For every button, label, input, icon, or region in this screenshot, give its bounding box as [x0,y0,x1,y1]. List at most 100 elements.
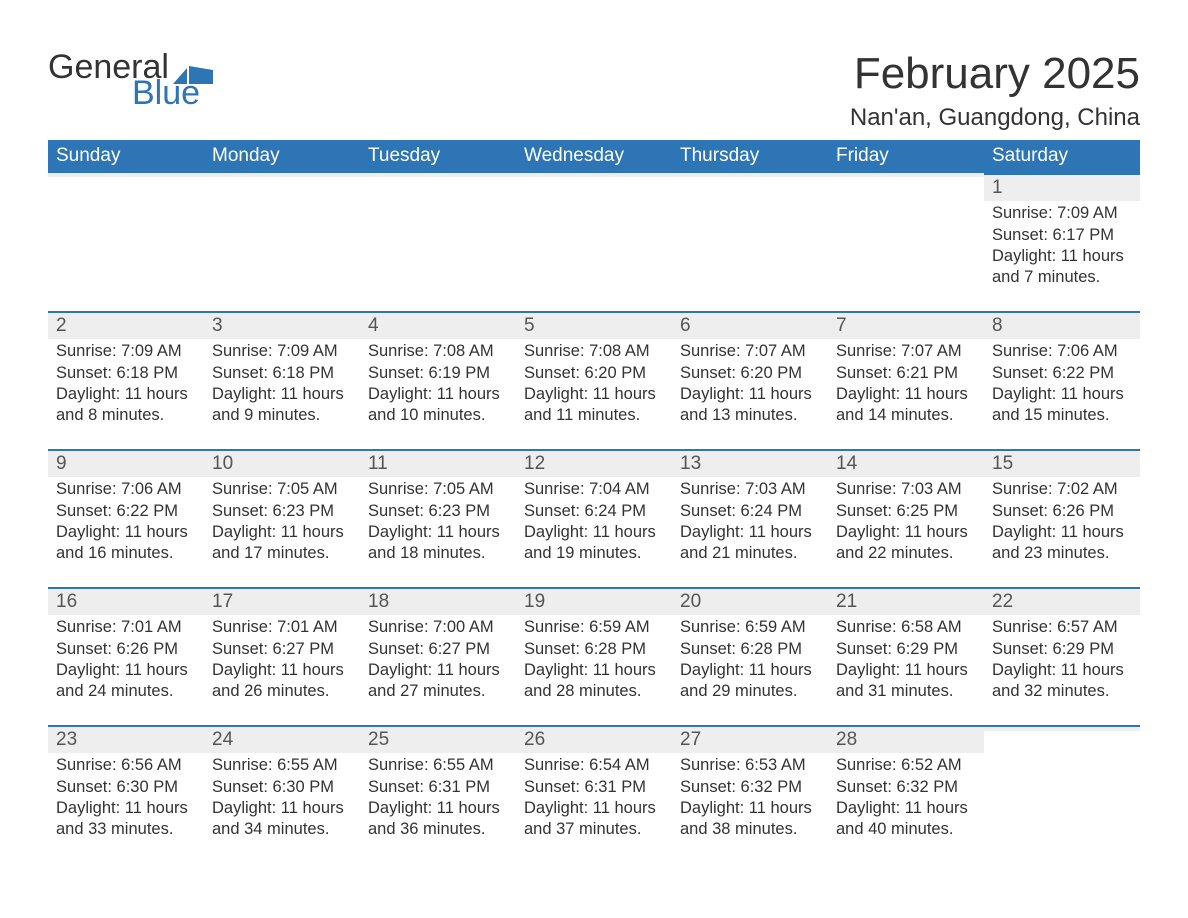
daylight-text: Daylight: 11 hours and 10 minutes. [368,384,508,426]
sunset-text: Sunset: 6:23 PM [212,501,352,522]
weekday-header: Thursday [672,140,828,173]
calendar-weeks: 1Sunrise: 7:09 AMSunset: 6:17 PMDaylight… [48,173,1140,847]
empty-day-cell [360,173,516,295]
daylight-text: Daylight: 11 hours and 26 minutes. [212,660,352,702]
sunset-text: Sunset: 6:27 PM [368,639,508,660]
day-number: 12 [524,453,545,474]
day-cell: 13Sunrise: 7:03 AMSunset: 6:24 PMDayligh… [672,449,828,571]
calendar-week-row: 1Sunrise: 7:09 AMSunset: 6:17 PMDaylight… [48,173,1140,295]
daylight-text: Daylight: 11 hours and 37 minutes. [524,798,664,840]
sunset-text: Sunset: 6:29 PM [992,639,1132,660]
calendar-week-row: 2 Sunrise: 7:09 AMSunset: 6:18 PMDaylight… [48,311,1140,433]
sunrise-text: Sunrise: 7:04 AM [524,479,664,500]
daylight-text: Daylight: 11 hours and 18 minutes. [368,522,508,564]
day-number: 24 [212,729,233,750]
daylight-text: Daylight: 11 hours and 33 minutes. [56,798,196,840]
day-number-row [516,173,672,177]
day-number: 2 [56,315,67,336]
day-number-row: 16 [48,587,204,615]
sunrise-text: Sunrise: 7:09 AM [56,341,196,362]
day-number-row: 25 [360,725,516,753]
day-number-row: 7 [828,311,984,339]
day-cell: 22 Sunrise: 6:57 AMSunset: 6:29 PMDayligh… [984,587,1140,709]
sunset-text: Sunset: 6:21 PM [836,363,976,384]
day-cell: 12 Sunrise: 7:04 AMSunset: 6:24 PMDayligh… [516,449,672,571]
daylight-text: Daylight: 11 hours and 38 minutes. [680,798,820,840]
generalblue-logo: General Blue [48,50,213,110]
weekday-header: Friday [828,140,984,173]
daylight-text: Daylight: 11 hours and 27 minutes. [368,660,508,702]
day-number: 10 [212,453,233,474]
sunset-text: Sunset: 6:29 PM [836,639,976,660]
day-details: Sunrise: 6:55 AMSunset: 6:30 PMDaylight:… [212,755,352,839]
empty-day-cell [828,173,984,295]
sunset-text: Sunset: 6:23 PM [368,501,508,522]
day-details: Sunrise: 7:00 AMSunset: 6:27 PMDaylight:… [368,617,508,701]
day-number-row: 18 [360,587,516,615]
daylight-text: Daylight: 11 hours and 15 minutes. [992,384,1132,426]
day-number-row: 4 [360,311,516,339]
sunrise-text: Sunrise: 6:55 AM [212,755,352,776]
day-number-row: 5 [516,311,672,339]
day-cell: 14Sunrise: 7:03 AMSunset: 6:25 PMDayligh… [828,449,984,571]
sunrise-text: Sunrise: 7:08 AM [368,341,508,362]
sunset-text: Sunset: 6:27 PM [212,639,352,660]
day-cell: 9Sunrise: 7:06 AMSunset: 6:22 PMDaylight… [48,449,204,571]
day-details: Sunrise: 7:05 AMSunset: 6:23 PMDaylight:… [368,479,508,563]
day-details: Sunrise: 6:56 AMSunset: 6:30 PMDaylight:… [56,755,196,839]
page-header: General Blue February 2025 Nan'an, Guang… [48,50,1140,132]
day-details: Sunrise: 7:04 AMSunset: 6:24 PMDaylight:… [524,479,664,563]
daylight-text: Daylight: 11 hours and 14 minutes. [836,384,976,426]
weekday-header: Monday [204,140,360,173]
sunset-text: Sunset: 6:26 PM [56,639,196,660]
day-cell: 28Sunrise: 6:52 AMSunset: 6:32 PMDayligh… [828,725,984,847]
day-cell: 23Sunrise: 6:56 AMSunset: 6:30 PMDayligh… [48,725,204,847]
day-cell: 6Sunrise: 7:07 AMSunset: 6:20 PMDaylight… [672,311,828,433]
day-number: 15 [992,453,1013,474]
title-block: February 2025 Nan'an, Guangdong, China [850,50,1140,132]
day-details: Sunrise: 7:01 AMSunset: 6:26 PMDaylight:… [56,617,196,701]
day-number: 25 [368,729,389,750]
sunset-text: Sunset: 6:31 PM [368,777,508,798]
empty-day-cell [672,173,828,295]
day-details: Sunrise: 7:06 AMSunset: 6:22 PMDaylight:… [992,341,1132,425]
sunrise-text: Sunrise: 6:55 AM [368,755,508,776]
calendar-grid: SundayMondayTuesdayWednesdayThursdayFrid… [48,140,1140,847]
day-cell: 4Sunrise: 7:08 AMSunset: 6:19 PMDaylight… [360,311,516,433]
daylight-text: Daylight: 11 hours and 13 minutes. [680,384,820,426]
day-number-row: 19 [516,587,672,615]
day-number-row: 26 [516,725,672,753]
sunrise-text: Sunrise: 7:05 AM [368,479,508,500]
sunset-text: Sunset: 6:30 PM [212,777,352,798]
day-number: 11 [368,453,388,474]
day-details: Sunrise: 6:59 AMSunset: 6:28 PMDaylight:… [524,617,664,701]
sunset-text: Sunset: 6:22 PM [992,363,1132,384]
day-number: 1 [992,177,1003,198]
daylight-text: Daylight: 11 hours and 7 minutes. [992,246,1132,288]
sunset-text: Sunset: 6:32 PM [680,777,820,798]
day-cell: 20 Sunrise: 6:59 AMSunset: 6:28 PMDayligh… [672,587,828,709]
day-details: Sunrise: 6:54 AMSunset: 6:31 PMDaylight:… [524,755,664,839]
empty-day-cell [204,173,360,295]
daylight-text: Daylight: 11 hours and 32 minutes. [992,660,1132,702]
day-number-row: 21 [828,587,984,615]
day-details: Sunrise: 7:03 AMSunset: 6:25 PMDaylight:… [836,479,976,563]
calendar-week-row: 23Sunrise: 6:56 AMSunset: 6:30 PMDayligh… [48,725,1140,847]
day-details: Sunrise: 7:09 AMSunset: 6:18 PMDaylight:… [56,341,196,425]
sunset-text: Sunset: 6:26 PM [992,501,1132,522]
day-details: Sunrise: 6:59 AMSunset: 6:28 PMDaylight:… [680,617,820,701]
day-cell: 24 Sunrise: 6:55 AMSunset: 6:30 PMDayligh… [204,725,360,847]
day-number: 16 [56,591,77,612]
sunrise-text: Sunrise: 7:07 AM [680,341,820,362]
logo-text-blue: Blue [132,76,200,110]
day-number: 22 [992,591,1013,612]
day-number: 7 [836,315,847,336]
day-number-row [204,173,360,177]
day-number: 20 [680,591,701,612]
day-details: Sunrise: 6:57 AMSunset: 6:29 PMDaylight:… [992,617,1132,701]
sunrise-text: Sunrise: 7:08 AM [524,341,664,362]
daylight-text: Daylight: 11 hours and 9 minutes. [212,384,352,426]
sunset-text: Sunset: 6:24 PM [524,501,664,522]
daylight-text: Daylight: 11 hours and 16 minutes. [56,522,196,564]
day-details: Sunrise: 7:03 AMSunset: 6:24 PMDaylight:… [680,479,820,563]
